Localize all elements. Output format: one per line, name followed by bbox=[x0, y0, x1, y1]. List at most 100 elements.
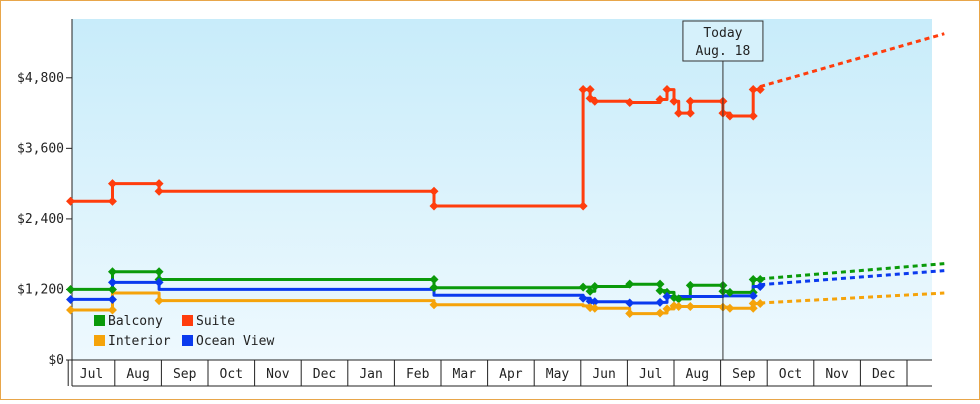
data-point-marker bbox=[669, 96, 679, 106]
data-point-marker bbox=[655, 297, 665, 307]
y-tick-label: $1,200 bbox=[17, 282, 64, 297]
x-tick-label: Aug bbox=[686, 367, 709, 382]
data-point-marker bbox=[429, 201, 439, 211]
data-point-marker bbox=[625, 97, 635, 107]
data-point-marker bbox=[748, 274, 758, 284]
data-point-marker bbox=[655, 279, 665, 289]
data-point-marker bbox=[685, 96, 695, 106]
data-point-marker bbox=[154, 179, 164, 189]
data-point-marker bbox=[748, 303, 758, 313]
data-point-marker bbox=[655, 308, 665, 318]
y-tick-label: $2,400 bbox=[17, 212, 64, 227]
data-point-marker bbox=[590, 282, 600, 292]
data-point-marker bbox=[748, 111, 758, 121]
x-tick-label: Sep bbox=[732, 367, 756, 382]
legend-swatch bbox=[182, 335, 193, 346]
today-label: Today bbox=[703, 26, 742, 41]
data-point-marker bbox=[578, 201, 588, 211]
data-point-marker bbox=[66, 196, 76, 206]
legend-label: Suite bbox=[196, 314, 235, 329]
data-point-marker bbox=[748, 291, 758, 301]
x-tick-label: Jan bbox=[359, 367, 382, 382]
data-point-marker bbox=[154, 296, 164, 306]
data-point-marker bbox=[66, 284, 76, 294]
x-tick-label: Aug bbox=[126, 367, 149, 382]
data-point-marker bbox=[578, 293, 588, 303]
legend-label: Ocean View bbox=[196, 334, 274, 349]
legend-swatch bbox=[94, 335, 105, 346]
data-point-marker bbox=[66, 305, 76, 315]
data-point-marker bbox=[585, 286, 595, 296]
series-projection-line bbox=[760, 269, 945, 287]
data-point-marker bbox=[107, 284, 117, 294]
data-point-marker bbox=[625, 279, 635, 289]
data-point-marker bbox=[578, 282, 588, 292]
data-point-marker bbox=[590, 96, 600, 106]
data-point-marker bbox=[725, 303, 735, 313]
data-point-marker bbox=[685, 280, 695, 290]
data-point-marker bbox=[662, 85, 672, 95]
data-point-marker bbox=[154, 186, 164, 196]
x-tick-label: Nov bbox=[266, 367, 290, 382]
x-tick-label: Dec bbox=[872, 367, 895, 382]
data-point-marker bbox=[429, 300, 439, 310]
data-point-marker bbox=[685, 108, 695, 118]
data-point-marker bbox=[107, 305, 117, 315]
data-point-marker bbox=[725, 287, 735, 297]
data-point-marker bbox=[748, 85, 758, 95]
legend-label: Interior bbox=[108, 334, 171, 349]
x-tick-label: Jul bbox=[80, 367, 103, 382]
data-point-marker bbox=[585, 85, 595, 95]
x-tick-label: Mar bbox=[453, 367, 477, 382]
plot-background bbox=[72, 19, 932, 360]
today-date-label: Aug. 18 bbox=[696, 44, 751, 59]
series-projection-line bbox=[760, 291, 945, 305]
x-tick-label: May bbox=[546, 367, 570, 382]
data-point-marker bbox=[674, 301, 684, 311]
data-point-marker bbox=[107, 294, 117, 304]
data-point-marker bbox=[755, 85, 765, 95]
data-point-marker bbox=[662, 292, 672, 302]
data-point-marker bbox=[154, 277, 164, 287]
y-tick-label: $3,600 bbox=[17, 141, 64, 156]
legend-swatch bbox=[94, 315, 105, 326]
x-tick-label: Nov bbox=[825, 367, 849, 382]
series-projection-line bbox=[759, 32, 945, 89]
data-point-marker bbox=[429, 274, 439, 284]
series-projection-line bbox=[760, 262, 945, 281]
x-tick-label: Jun bbox=[592, 367, 615, 382]
x-tick-label: Jul bbox=[639, 367, 662, 382]
data-point-marker bbox=[685, 301, 695, 311]
x-tick-label: Sep bbox=[173, 367, 197, 382]
x-tick-label: Dec bbox=[313, 367, 336, 382]
data-point-marker bbox=[725, 111, 735, 121]
data-point-marker bbox=[429, 283, 439, 293]
data-point-marker bbox=[590, 303, 600, 313]
data-point-marker bbox=[674, 294, 684, 304]
data-point-marker bbox=[755, 299, 765, 309]
data-point-marker bbox=[107, 267, 117, 277]
data-point-marker bbox=[655, 95, 665, 105]
y-tick-label: $0 bbox=[48, 353, 64, 368]
data-point-marker bbox=[66, 294, 76, 304]
data-point-marker bbox=[755, 274, 765, 284]
legend-swatch bbox=[182, 315, 193, 326]
data-point-marker bbox=[662, 304, 672, 314]
x-tick-label: Apr bbox=[499, 367, 523, 382]
legend-label: Balcony bbox=[108, 314, 163, 329]
x-tick-label: Oct bbox=[779, 367, 802, 382]
today-callout-box bbox=[682, 20, 764, 62]
data-point-marker bbox=[674, 108, 684, 118]
data-point-marker bbox=[755, 282, 765, 292]
data-point-marker bbox=[748, 299, 758, 309]
data-point-marker bbox=[655, 286, 665, 296]
data-point-marker bbox=[625, 298, 635, 308]
data-point-marker bbox=[107, 196, 117, 206]
data-point-marker bbox=[625, 309, 635, 319]
data-point-marker bbox=[154, 267, 164, 277]
x-tick-label: Oct bbox=[220, 367, 243, 382]
y-tick-label: $4,800 bbox=[17, 71, 64, 86]
data-point-marker bbox=[590, 297, 600, 307]
